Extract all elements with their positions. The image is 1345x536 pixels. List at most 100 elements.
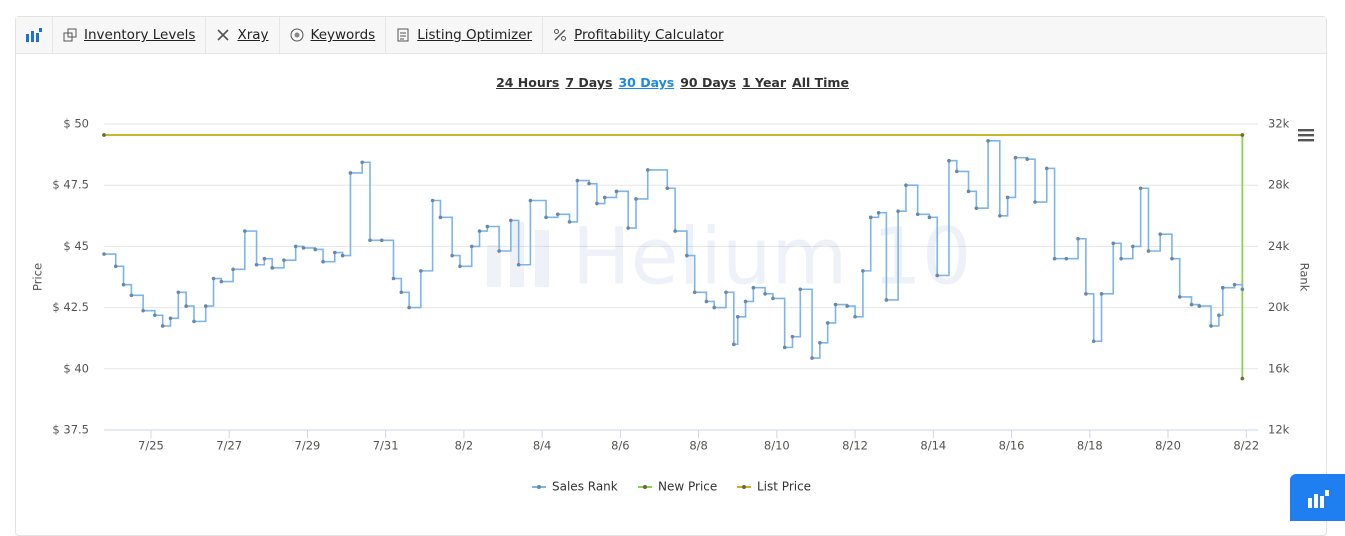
point-marker [153, 313, 157, 318]
step-segment [115, 265, 125, 285]
point-marker [313, 247, 318, 252]
y2-axis-title: Rank [1298, 263, 1312, 292]
point-marker [724, 290, 728, 295]
x-tick-label: 7/29 [295, 439, 321, 453]
point-marker [915, 212, 920, 217]
point-marker [160, 324, 165, 328]
step-segment [143, 309, 156, 316]
point-marker [1220, 285, 1225, 290]
point-marker [896, 209, 900, 214]
step-segment [440, 216, 453, 256]
tool-link[interactable]: Listing Optimizer [386, 17, 544, 53]
point-marker [184, 304, 188, 308]
step-segment [123, 283, 133, 296]
tool-label[interactable]: Xray [237, 27, 269, 43]
point-marker [567, 220, 572, 224]
tool-label[interactable]: Keywords [310, 27, 376, 43]
chart: $ 37.5 $ 40 $ 42.5 $ 45 $ 47.5 $ 50 12k 16k 20k 2… [31, 117, 1314, 494]
step-segment [1199, 305, 1212, 326]
point-marker [743, 299, 748, 304]
chart-icon[interactable] [16, 17, 53, 53]
legend-item[interactable]: New Price [638, 480, 717, 494]
point-marker [219, 279, 224, 284]
legend-label: Sales Rank [552, 480, 618, 494]
step-segment [221, 269, 234, 283]
range-option[interactable]: 7 Days [565, 75, 613, 90]
point-marker [868, 215, 873, 220]
step-segment [315, 248, 324, 262]
legend-item[interactable]: Sales Rank [532, 480, 618, 494]
step-segment [737, 301, 747, 318]
point-marker [845, 304, 850, 308]
range-option[interactable]: 30 Days [618, 75, 675, 90]
point-marker [270, 266, 275, 270]
x-tick-label: 8/4 [533, 439, 552, 453]
step-segment [350, 162, 363, 174]
y2-tick-label: 16k [1268, 361, 1290, 375]
step-segment [694, 291, 708, 302]
step-segment [569, 180, 579, 223]
point-marker [735, 314, 740, 319]
watermark: Helium 10 [487, 212, 971, 302]
step-segment [628, 198, 637, 229]
step-segment [1027, 158, 1036, 203]
step-segment [636, 169, 649, 200]
point-marker [1099, 292, 1104, 296]
point-marker [262, 256, 267, 261]
point-marker [121, 282, 126, 287]
step-segment [459, 246, 473, 268]
toolbar: Inventory Levels Xray Keywords Listing O… [16, 17, 1326, 54]
step-segment [205, 278, 215, 307]
step-segment [518, 200, 532, 266]
point-marker [348, 171, 353, 175]
floating-button[interactable] [1290, 474, 1345, 521]
point-marker [1170, 256, 1174, 261]
point-marker [692, 290, 697, 295]
y-tick-label: $ 37.5 [52, 423, 89, 437]
range-option[interactable]: 24 Hours [496, 75, 560, 90]
tool-link[interactable]: Inventory Levels [53, 17, 207, 53]
watermark-icon [510, 222, 524, 287]
point-marker [986, 139, 990, 143]
point-marker [685, 253, 689, 258]
point-marker [192, 319, 196, 324]
tool-link[interactable]: Keywords [280, 17, 387, 53]
point-marker [712, 305, 717, 310]
point-marker [818, 340, 822, 345]
range-selector: 24 Hours 7 Days 30 Days 90 Days 1 Year All Ti… [0, 75, 1345, 90]
step-segment [1222, 284, 1236, 289]
point-marker [602, 195, 607, 200]
step-segment [256, 258, 266, 266]
tool-link[interactable]: Xray [206, 17, 280, 53]
step-segment [948, 159, 958, 172]
range-option[interactable]: 90 Days [680, 75, 736, 90]
step-segment [878, 211, 888, 300]
point-marker [282, 258, 286, 262]
point-marker [450, 253, 454, 258]
step-segment [381, 239, 395, 279]
step-segment [686, 254, 696, 293]
point-marker [528, 198, 533, 203]
tool-label[interactable]: Listing Optimizer [417, 27, 533, 43]
step-segment [784, 336, 794, 349]
tool-link[interactable]: Profitability Calculator [543, 17, 733, 53]
point-marker [1240, 133, 1245, 137]
step-segment [753, 286, 766, 294]
range-option[interactable]: All Time [792, 75, 849, 90]
x-tick-label: 8/10 [764, 439, 790, 453]
step-segment [283, 246, 297, 261]
step-segment [401, 291, 410, 308]
point-marker [1189, 302, 1194, 307]
step-segment [999, 197, 1009, 217]
range-option[interactable]: 1 Year [741, 75, 787, 90]
point-marker [321, 259, 325, 264]
tool-label[interactable]: Profitability Calculator [574, 27, 724, 43]
point-marker [1005, 195, 1010, 200]
step-segment [1085, 293, 1095, 342]
legend-marker [742, 485, 746, 489]
chart-menu[interactable] [1298, 129, 1314, 142]
legend-item[interactable]: List Price [737, 480, 811, 494]
point-marker [1209, 324, 1213, 328]
tool-label[interactable]: Inventory Levels [84, 27, 196, 43]
step-segment [342, 172, 352, 257]
